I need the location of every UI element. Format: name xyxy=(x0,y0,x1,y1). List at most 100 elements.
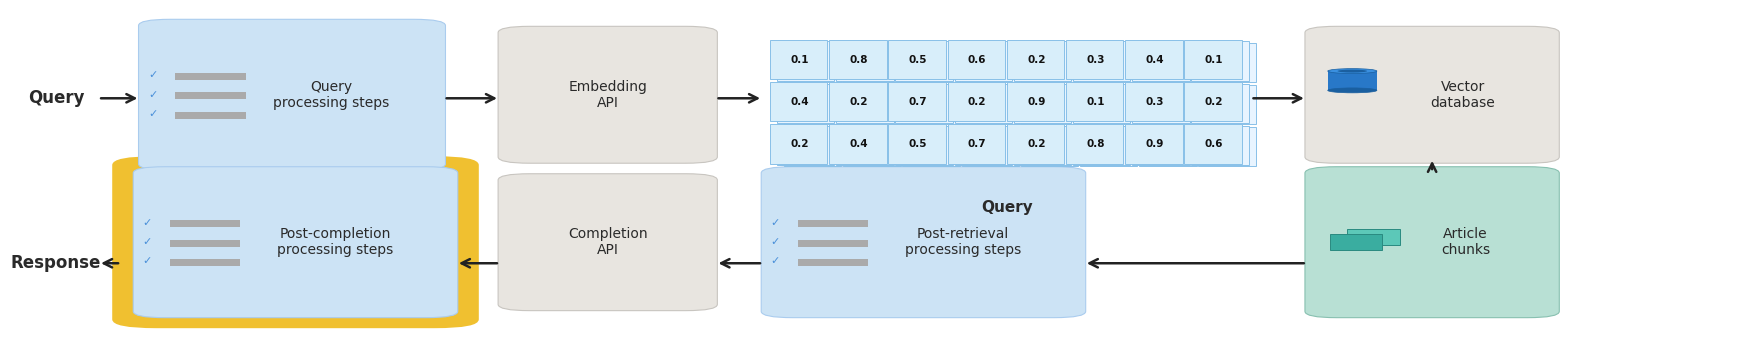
FancyBboxPatch shape xyxy=(498,26,717,163)
FancyBboxPatch shape xyxy=(1185,40,1242,79)
FancyBboxPatch shape xyxy=(777,41,835,81)
Text: Query: Query xyxy=(28,89,85,107)
Text: ✓: ✓ xyxy=(143,257,151,266)
FancyBboxPatch shape xyxy=(784,43,842,82)
FancyBboxPatch shape xyxy=(895,126,953,165)
FancyBboxPatch shape xyxy=(888,124,946,164)
FancyBboxPatch shape xyxy=(962,127,1020,166)
FancyBboxPatch shape xyxy=(1021,127,1078,166)
Text: 0.4: 0.4 xyxy=(791,97,808,107)
Text: 0.1: 0.1 xyxy=(791,55,808,65)
FancyBboxPatch shape xyxy=(844,43,900,82)
Text: 0.2: 0.2 xyxy=(791,139,808,149)
FancyBboxPatch shape xyxy=(1139,85,1197,124)
FancyBboxPatch shape xyxy=(176,73,245,80)
FancyBboxPatch shape xyxy=(1192,126,1249,165)
FancyBboxPatch shape xyxy=(176,92,245,99)
Text: 0.2: 0.2 xyxy=(1027,55,1046,65)
FancyBboxPatch shape xyxy=(902,85,960,124)
FancyBboxPatch shape xyxy=(902,43,960,82)
FancyBboxPatch shape xyxy=(498,174,717,311)
FancyBboxPatch shape xyxy=(1021,43,1078,82)
FancyBboxPatch shape xyxy=(176,112,245,119)
FancyBboxPatch shape xyxy=(784,85,842,124)
FancyBboxPatch shape xyxy=(1305,167,1558,318)
FancyBboxPatch shape xyxy=(1185,124,1242,164)
Text: 0.2: 0.2 xyxy=(1027,139,1046,149)
Text: 0.5: 0.5 xyxy=(909,139,928,149)
FancyBboxPatch shape xyxy=(836,84,893,123)
FancyBboxPatch shape xyxy=(1330,234,1382,250)
FancyBboxPatch shape xyxy=(1072,84,1131,123)
Text: 0.2: 0.2 xyxy=(849,97,868,107)
FancyBboxPatch shape xyxy=(798,240,868,247)
FancyBboxPatch shape xyxy=(954,41,1013,81)
Text: Query: Query xyxy=(981,200,1032,214)
Text: 0.3: 0.3 xyxy=(1145,97,1164,107)
Text: 0.9: 0.9 xyxy=(1146,139,1164,149)
Ellipse shape xyxy=(1328,88,1377,93)
FancyBboxPatch shape xyxy=(1132,84,1190,123)
FancyBboxPatch shape xyxy=(1079,85,1138,124)
FancyBboxPatch shape xyxy=(784,127,842,166)
FancyBboxPatch shape xyxy=(1132,41,1190,81)
FancyBboxPatch shape xyxy=(829,40,886,79)
FancyBboxPatch shape xyxy=(1199,43,1256,82)
Text: ✓: ✓ xyxy=(148,90,157,100)
FancyBboxPatch shape xyxy=(113,156,479,328)
FancyBboxPatch shape xyxy=(171,220,239,227)
Text: 0.2: 0.2 xyxy=(1205,97,1224,107)
FancyBboxPatch shape xyxy=(1007,124,1064,164)
FancyBboxPatch shape xyxy=(947,40,1006,79)
Text: ✓: ✓ xyxy=(771,237,780,247)
FancyBboxPatch shape xyxy=(171,240,239,247)
FancyBboxPatch shape xyxy=(1305,26,1558,163)
Text: 0.9: 0.9 xyxy=(1027,97,1046,107)
FancyBboxPatch shape xyxy=(1079,43,1138,82)
Ellipse shape xyxy=(1328,68,1377,73)
FancyBboxPatch shape xyxy=(1199,85,1256,124)
Ellipse shape xyxy=(1338,69,1367,73)
FancyBboxPatch shape xyxy=(770,124,828,164)
FancyBboxPatch shape xyxy=(1014,41,1071,81)
Text: 0.3: 0.3 xyxy=(1087,55,1104,65)
FancyBboxPatch shape xyxy=(134,167,458,318)
Text: ✓: ✓ xyxy=(771,257,780,266)
FancyBboxPatch shape xyxy=(1072,126,1131,165)
FancyBboxPatch shape xyxy=(895,84,953,123)
Text: Embedding
API: Embedding API xyxy=(569,80,646,110)
Text: 0.1: 0.1 xyxy=(1205,55,1224,65)
FancyBboxPatch shape xyxy=(1014,126,1071,165)
FancyBboxPatch shape xyxy=(1065,124,1124,164)
FancyBboxPatch shape xyxy=(777,126,835,165)
FancyBboxPatch shape xyxy=(1007,82,1064,121)
FancyBboxPatch shape xyxy=(1065,40,1124,79)
FancyBboxPatch shape xyxy=(1139,43,1197,82)
Text: ✓: ✓ xyxy=(148,71,157,80)
FancyBboxPatch shape xyxy=(798,220,868,227)
Text: Completion
API: Completion API xyxy=(567,227,648,257)
Text: Query
processing steps: Query processing steps xyxy=(273,80,389,110)
FancyBboxPatch shape xyxy=(947,82,1006,121)
Text: Response: Response xyxy=(11,254,102,272)
FancyBboxPatch shape xyxy=(836,41,893,81)
Text: 0.7: 0.7 xyxy=(969,139,986,149)
Text: ✓: ✓ xyxy=(771,218,780,228)
Text: 0.8: 0.8 xyxy=(1087,139,1104,149)
FancyBboxPatch shape xyxy=(770,82,828,121)
Text: 0.5: 0.5 xyxy=(909,55,928,65)
Text: ✓: ✓ xyxy=(143,237,151,247)
FancyBboxPatch shape xyxy=(798,259,868,266)
FancyBboxPatch shape xyxy=(829,82,886,121)
FancyBboxPatch shape xyxy=(888,82,946,121)
FancyBboxPatch shape xyxy=(895,41,953,81)
FancyBboxPatch shape xyxy=(1065,82,1124,121)
Text: 0.2: 0.2 xyxy=(969,97,986,107)
FancyBboxPatch shape xyxy=(1125,82,1183,121)
Text: 0.7: 0.7 xyxy=(909,97,928,107)
FancyBboxPatch shape xyxy=(1347,229,1400,245)
FancyBboxPatch shape xyxy=(1007,40,1064,79)
FancyBboxPatch shape xyxy=(1021,85,1078,124)
Text: 0.1: 0.1 xyxy=(1087,97,1104,107)
Text: Post-completion
processing steps: Post-completion processing steps xyxy=(276,227,393,257)
